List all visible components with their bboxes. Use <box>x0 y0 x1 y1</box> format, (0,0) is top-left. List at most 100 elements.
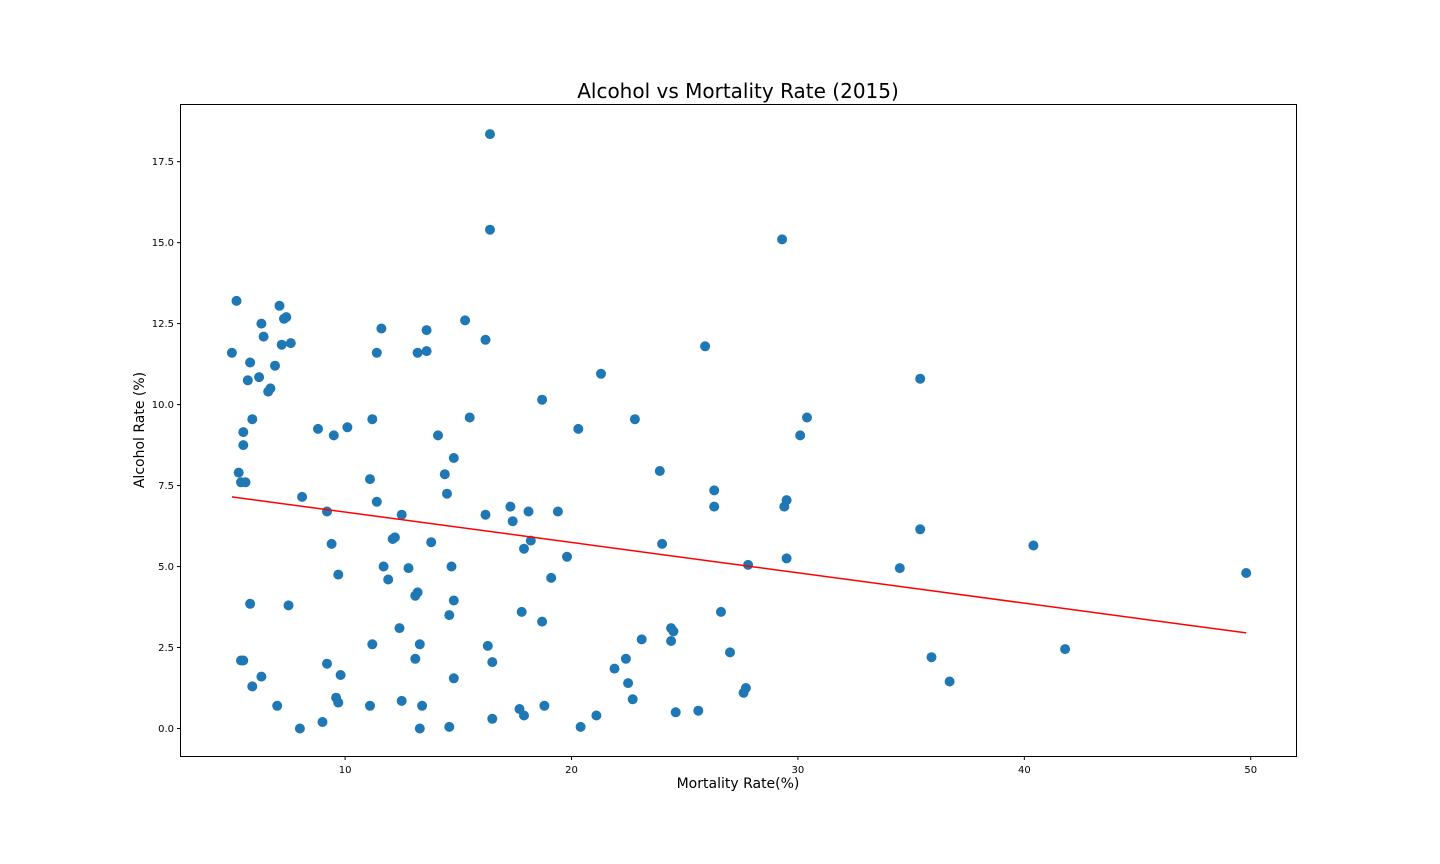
data-point-85 <box>507 516 518 527</box>
data-point-37 <box>333 569 344 580</box>
data-point-127 <box>795 430 806 441</box>
data-point-91 <box>525 535 536 546</box>
data-point-35 <box>328 430 339 441</box>
y-tick-label-7: 17.5 <box>152 157 174 168</box>
data-point-125 <box>781 495 792 506</box>
data-point-0 <box>226 347 237 358</box>
data-point-21 <box>272 700 283 711</box>
y-tick-label-5: 12.5 <box>152 319 174 330</box>
data-point-76 <box>464 412 475 423</box>
data-point-121 <box>740 683 751 693</box>
data-point-70 <box>444 721 455 732</box>
data-point-46 <box>371 347 382 358</box>
data-point-22 <box>274 300 285 311</box>
data-point-89 <box>519 710 529 721</box>
data-point-48 <box>378 561 389 572</box>
data-point-64 <box>421 325 432 336</box>
data-point-66 <box>433 430 443 441</box>
y-axis-ticks: 0.0 2.5 5.0 7.5 10.0 12.5 15.0 17.5 <box>152 157 181 735</box>
chart-title: Alcohol vs Mortality Rate (2015) <box>577 79 899 103</box>
data-point-77 <box>480 334 491 345</box>
data-point-100 <box>591 710 602 721</box>
data-point-106 <box>629 414 640 425</box>
data-point-41 <box>367 414 378 425</box>
data-point-123 <box>777 234 788 245</box>
x-axis-label: Mortality Rate(%) <box>677 776 800 792</box>
data-point-28 <box>297 491 308 502</box>
data-point-90 <box>523 506 534 517</box>
data-point-79 <box>482 640 493 651</box>
data-point-17 <box>258 331 269 342</box>
data-point-130 <box>915 524 926 535</box>
data-point-1 <box>231 295 242 306</box>
data-point-95 <box>546 572 557 583</box>
data-point-31 <box>317 717 328 727</box>
data-point-43 <box>365 700 375 711</box>
data-point-39 <box>335 670 346 680</box>
data-point-55 <box>403 563 414 574</box>
data-point-53 <box>396 509 407 520</box>
data-point-112 <box>668 626 679 637</box>
data-point-45 <box>371 496 382 507</box>
data-point-97 <box>562 551 572 562</box>
y-tick-label-3: 7.5 <box>158 481 174 492</box>
data-point-84 <box>505 501 516 512</box>
data-point-114 <box>693 705 704 716</box>
data-point-107 <box>636 634 647 645</box>
data-point-122 <box>743 559 754 570</box>
data-point-116 <box>709 485 720 496</box>
y-tick-label-1: 2.5 <box>158 643 174 654</box>
data-point-6 <box>240 477 251 488</box>
data-point-13 <box>247 681 258 692</box>
data-point-60 <box>414 639 425 650</box>
data-point-47 <box>376 323 387 334</box>
data-point-23 <box>276 339 287 350</box>
data-point-128 <box>802 412 812 423</box>
data-point-69 <box>444 610 455 621</box>
data-point-14 <box>254 372 265 383</box>
x-axis-ticks: 10 20 30 40 50 <box>339 756 1257 776</box>
data-point-113 <box>670 707 681 718</box>
data-point-10 <box>245 357 256 368</box>
data-point-98 <box>573 423 584 434</box>
plot-area-frame <box>180 104 1297 757</box>
data-point-20 <box>270 360 280 371</box>
y-tick-label-0: 0.0 <box>158 724 174 735</box>
data-point-129 <box>894 563 905 574</box>
data-point-83 <box>487 713 498 724</box>
data-point-42 <box>365 474 375 485</box>
data-point-88 <box>519 543 529 554</box>
data-point-71 <box>446 561 457 572</box>
data-point-27 <box>285 338 296 349</box>
data-point-68 <box>442 488 452 499</box>
data-point-30 <box>313 423 323 434</box>
data-point-99 <box>575 721 586 732</box>
data-point-72 <box>448 453 459 463</box>
x-tick-label-3: 40 <box>1018 765 1031 776</box>
data-point-74 <box>448 673 459 684</box>
data-point-9 <box>242 375 253 386</box>
data-point-73 <box>448 595 459 606</box>
data-point-135 <box>1060 644 1071 655</box>
data-point-49 <box>383 574 394 585</box>
data-point-19 <box>265 383 276 394</box>
data-point-93 <box>537 616 548 627</box>
data-point-86 <box>516 606 527 617</box>
data-point-2 <box>233 467 244 478</box>
y-tick-label-4: 10.0 <box>152 400 174 411</box>
data-point-136 <box>1241 568 1252 578</box>
data-point-94 <box>539 700 550 711</box>
regression-layer <box>231 496 1247 634</box>
data-point-109 <box>657 538 668 549</box>
data-point-126 <box>781 553 792 564</box>
data-point-32 <box>322 506 332 517</box>
data-point-134 <box>1028 540 1039 551</box>
data-point-101 <box>596 368 606 379</box>
x-tick-label-0: 10 <box>339 765 352 776</box>
data-point-25 <box>281 312 292 323</box>
data-point-82 <box>487 657 498 668</box>
data-point-119 <box>725 647 735 658</box>
data-point-75 <box>460 315 471 326</box>
data-point-16 <box>256 671 267 682</box>
